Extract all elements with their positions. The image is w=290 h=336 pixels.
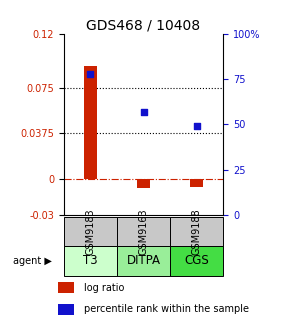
Text: T3: T3 [83, 254, 98, 267]
Point [194, 123, 199, 129]
Bar [58, 304, 74, 315]
Point [88, 71, 93, 76]
Bar [190, 179, 203, 187]
Bar [64, 246, 117, 276]
Bar [170, 217, 223, 246]
Text: GSM9188: GSM9188 [192, 208, 202, 255]
Bar [58, 282, 74, 293]
Text: DITPA: DITPA [126, 254, 161, 267]
Bar [84, 66, 97, 179]
Text: agent ▶: agent ▶ [13, 256, 52, 266]
Text: GSM9183: GSM9183 [85, 208, 95, 255]
Bar [170, 246, 223, 276]
Text: GSM9163: GSM9163 [139, 208, 148, 255]
Point [141, 109, 146, 114]
Bar [64, 217, 117, 246]
Text: log ratio: log ratio [84, 283, 124, 293]
Text: percentile rank within the sample: percentile rank within the sample [84, 304, 249, 314]
Bar [137, 179, 150, 188]
Text: CGS: CGS [184, 254, 209, 267]
Title: GDS468 / 10408: GDS468 / 10408 [86, 18, 201, 33]
Bar [117, 217, 170, 246]
Bar [117, 246, 170, 276]
